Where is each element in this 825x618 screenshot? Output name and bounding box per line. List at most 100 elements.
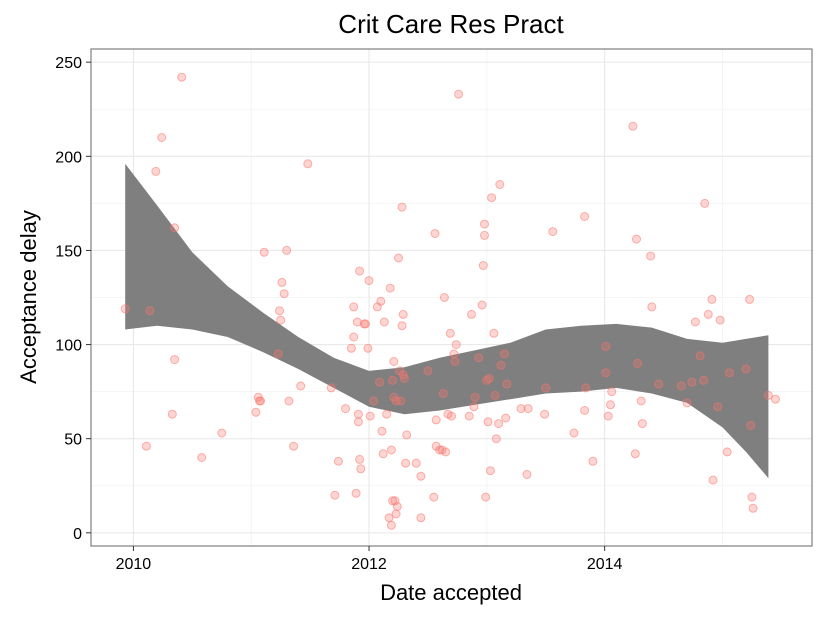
data-point <box>580 212 590 221</box>
data-point <box>467 309 476 319</box>
data-point <box>361 319 370 329</box>
data-point <box>580 406 590 415</box>
data-point <box>687 377 697 387</box>
data-point <box>398 309 408 319</box>
data-point <box>477 300 487 310</box>
data-point <box>197 453 207 462</box>
data-point <box>349 332 359 342</box>
data-point <box>725 368 734 378</box>
data-point <box>637 419 647 429</box>
data-point <box>303 159 313 169</box>
data-point <box>429 492 439 502</box>
data-point <box>747 492 757 502</box>
data-point <box>356 464 366 474</box>
data-point <box>392 502 402 511</box>
smooth-band-group <box>125 163 769 479</box>
data-point <box>330 490 340 500</box>
data-point <box>296 381 306 391</box>
data-point <box>349 302 359 312</box>
data-point <box>399 374 409 383</box>
data-point <box>397 321 407 331</box>
data-point <box>464 411 474 421</box>
data-point <box>401 458 411 468</box>
data-point <box>352 317 362 327</box>
data-point <box>256 396 266 406</box>
data-point <box>377 426 387 436</box>
data-point <box>715 315 725 325</box>
data-point <box>382 409 392 419</box>
data-point <box>490 390 500 400</box>
data-point <box>495 180 505 189</box>
y-tick-label: 150 <box>55 243 82 260</box>
data-point <box>423 366 433 376</box>
data-point <box>748 503 758 513</box>
data-point <box>588 456 598 466</box>
data-point <box>416 513 426 523</box>
data-point <box>646 251 656 261</box>
data-point <box>363 343 373 353</box>
data-point <box>284 396 294 406</box>
data-point <box>707 294 717 304</box>
chart-title: Crit Care Res Pract <box>338 9 564 39</box>
data-point <box>259 247 269 257</box>
data-point <box>450 357 460 366</box>
data-point <box>341 404 350 414</box>
data-point <box>487 193 497 203</box>
data-point <box>375 377 385 387</box>
data-point <box>601 368 611 378</box>
data-point <box>170 223 180 233</box>
plot-border <box>90 48 813 547</box>
data-point <box>445 328 455 338</box>
data-point <box>351 488 361 498</box>
data-point <box>411 458 421 468</box>
x-tick-label: 2014 <box>587 556 623 573</box>
data-point <box>151 166 161 176</box>
data-point <box>601 341 611 351</box>
data-point <box>489 328 499 338</box>
data-point <box>540 409 550 419</box>
data-point <box>741 364 751 374</box>
data-point <box>402 430 412 440</box>
data-point <box>480 219 489 229</box>
data-point <box>647 302 657 312</box>
data-point <box>690 317 700 327</box>
data-point <box>700 198 710 208</box>
x-tick-label: 2010 <box>116 556 152 573</box>
data-point <box>713 402 723 412</box>
data-point <box>485 466 495 476</box>
data-point <box>353 409 363 419</box>
data-point <box>430 229 440 238</box>
y-axis-title: Acceptance delay <box>16 210 41 384</box>
data-point <box>145 306 155 316</box>
data-point <box>541 383 551 393</box>
data-point <box>682 398 692 408</box>
data-point <box>708 475 718 485</box>
data-point <box>217 428 227 438</box>
data-point <box>654 379 664 389</box>
data-point <box>451 340 461 350</box>
data-point <box>353 417 363 427</box>
data-point <box>763 390 773 400</box>
x-tick-label: 2012 <box>351 556 387 573</box>
data-point <box>385 283 395 293</box>
data-point <box>703 309 713 319</box>
data-point <box>454 89 464 99</box>
data-point <box>695 351 705 361</box>
data-point <box>449 349 459 359</box>
data-point <box>276 315 286 325</box>
data-point <box>326 383 336 393</box>
data-point <box>470 392 480 402</box>
data-point <box>447 411 456 421</box>
data-point <box>355 266 365 276</box>
data-point <box>484 374 494 383</box>
data-point <box>501 413 511 423</box>
data-point <box>277 277 287 287</box>
data-point <box>120 304 130 314</box>
data-point <box>548 227 558 237</box>
data-point <box>746 421 756 430</box>
data-point <box>364 276 374 286</box>
data-point <box>167 409 177 419</box>
data-point <box>722 447 732 457</box>
data-point <box>396 396 406 406</box>
